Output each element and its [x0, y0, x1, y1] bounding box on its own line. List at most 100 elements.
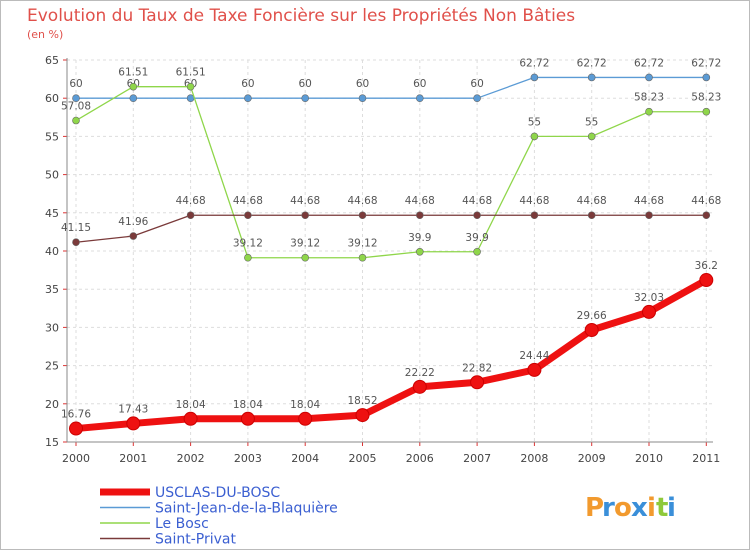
data-point	[412, 379, 427, 394]
data-point	[473, 94, 481, 102]
data-point	[186, 211, 195, 220]
series-line	[75, 214, 707, 243]
data-label: 18.04	[233, 399, 263, 411]
data-label: 18.04	[176, 399, 206, 411]
data-label: 44.68	[462, 195, 492, 207]
logo-letter: r	[602, 493, 615, 523]
data-label: 44.68	[691, 195, 721, 207]
data-point	[702, 107, 711, 116]
data-point	[642, 304, 656, 319]
data-point	[473, 247, 481, 256]
data-point	[587, 132, 596, 141]
data-label: 39.12	[233, 238, 263, 250]
data-label: 44.68	[519, 195, 549, 207]
data-label: 24.44	[519, 350, 549, 362]
data-label: 62.72	[519, 57, 549, 69]
data-point	[244, 253, 252, 262]
data-label: 17.43	[118, 403, 148, 415]
series-line	[75, 86, 707, 259]
chart-subtitle: (en %)	[27, 28, 63, 41]
data-point	[129, 94, 138, 102]
data-label: 57.08	[61, 101, 91, 113]
data-point	[415, 247, 424, 256]
data-label: 61.51	[176, 67, 206, 79]
data-point	[530, 211, 539, 220]
data-point	[702, 73, 711, 82]
data-point	[298, 411, 313, 426]
data-point	[530, 132, 539, 141]
data-point	[72, 238, 80, 247]
data-point	[415, 94, 424, 102]
data-label: 44.68	[290, 195, 320, 207]
data-label: 60	[241, 78, 254, 90]
grid	[67, 59, 713, 443]
series-group: 606060606060606062.7262.7262.7262.7257.0…	[61, 57, 721, 436]
legend-label: Le Bosc	[155, 516, 209, 532]
data-label: 60	[413, 78, 426, 90]
data-label: 18.04	[290, 399, 320, 411]
data-point	[301, 211, 310, 220]
logo-letter: t	[656, 493, 668, 523]
data-point	[358, 253, 367, 262]
y-tick-label: 55	[45, 130, 59, 143]
data-point	[415, 211, 424, 220]
data-label: 41.15	[61, 222, 91, 234]
x-tick-label: 2004	[291, 452, 319, 465]
logo-letter: P	[585, 493, 604, 523]
logo-letter: i	[667, 493, 676, 523]
y-tick-label: 50	[45, 169, 59, 182]
data-point	[72, 116, 80, 125]
data-point	[470, 375, 485, 390]
x-tick-label: 2010	[635, 452, 663, 465]
legend-label: USCLAS-DU-BOSC	[155, 485, 280, 501]
data-point	[645, 73, 653, 82]
data-label: 39.9	[408, 232, 431, 244]
data-point	[527, 362, 542, 377]
data-label: 55	[528, 116, 541, 128]
data-point	[129, 82, 138, 91]
logo-letter: o	[614, 493, 632, 523]
data-label: 44.68	[233, 195, 263, 207]
data-point	[645, 211, 653, 220]
series-usclas-du-bosc: 16.76 17.43 18.04 18.04 18.04 18.52 22.22 22.82…	[61, 260, 718, 436]
data-point	[358, 211, 367, 220]
y-tick-label: 40	[45, 245, 59, 258]
data-label: 60	[356, 78, 369, 90]
data-label: 22.22	[405, 367, 435, 379]
x-tick-label: 2000	[62, 452, 90, 465]
y-tick-label: 45	[45, 207, 59, 220]
x-tick-label: 2007	[463, 452, 491, 465]
data-label: 18.52	[347, 395, 377, 407]
data-point	[645, 107, 653, 116]
legend-label: Saint-Jean-de-la-Blaquière	[155, 501, 338, 517]
data-point	[358, 94, 367, 102]
data-point	[240, 411, 255, 426]
data-point	[355, 408, 370, 423]
data-label: 44.68	[405, 195, 435, 207]
y-tick-label: 35	[45, 283, 59, 296]
data-label: 44.68	[176, 195, 206, 207]
data-point	[473, 211, 481, 220]
data-label: 62.72	[634, 57, 664, 69]
series-line	[75, 276, 709, 433]
data-point	[301, 94, 310, 102]
y-tick-label: 20	[45, 398, 59, 411]
legend-label: Saint-Privat	[155, 532, 236, 548]
data-point	[129, 232, 138, 240]
axes: 15 20 25 30 35 40 45 50 55 60 65 2000 2001 2002 2003 20…	[45, 54, 720, 465]
data-label: 22.82	[462, 362, 492, 374]
data-label: 44.68	[577, 195, 607, 207]
data-point	[301, 253, 310, 262]
x-tick-label: 2005	[349, 452, 377, 465]
series-saint-privat: 41.15 41.96 44.68 44.68 44.68 44.68 44.68 44.68…	[61, 195, 721, 247]
logo-letter: i	[647, 493, 656, 523]
data-point	[587, 73, 596, 82]
data-point	[699, 273, 714, 288]
data-point	[584, 322, 599, 337]
data-label: 60	[299, 78, 312, 90]
data-label: 16.76	[61, 409, 91, 421]
data-point	[69, 421, 83, 436]
data-label: 36.2	[695, 260, 718, 272]
